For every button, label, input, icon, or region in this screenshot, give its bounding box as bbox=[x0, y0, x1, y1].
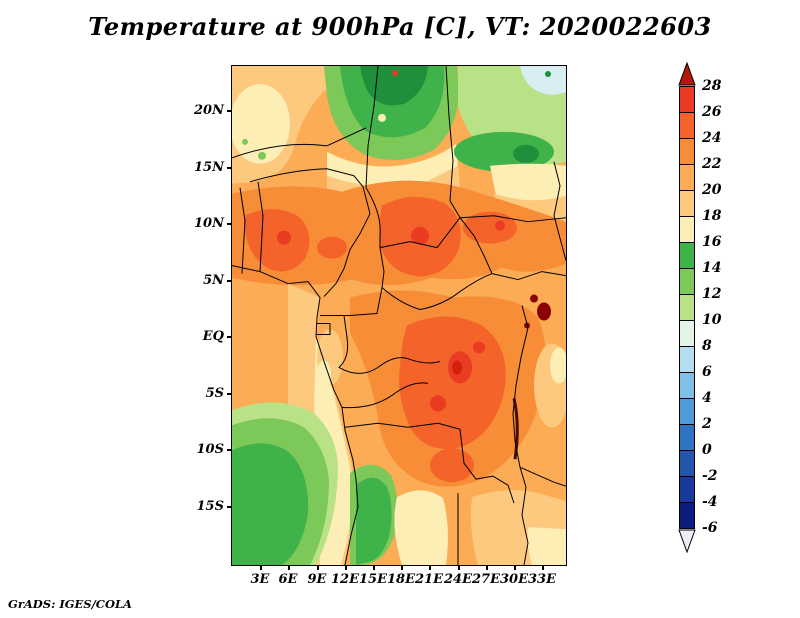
colorbar-segment bbox=[679, 216, 695, 243]
colorbar-segment bbox=[679, 502, 695, 529]
colorbar-tick-label: 16 bbox=[702, 234, 722, 250]
colorbar-tick-label: 6 bbox=[702, 364, 712, 380]
grads-credit: GrADS: IGES/COLA bbox=[8, 597, 132, 611]
colorbar-segment bbox=[679, 450, 695, 477]
colorbar-segment bbox=[679, 268, 695, 295]
lon-tick-label: 3E bbox=[244, 564, 276, 587]
map-plot-area bbox=[231, 65, 567, 566]
lon-tick-label: 18E bbox=[387, 564, 415, 587]
lon-tick-label: 27E bbox=[472, 564, 500, 587]
colorbar-segment bbox=[679, 424, 695, 451]
colorbar-tick-label: 10 bbox=[702, 312, 722, 328]
lat-tick-label: 15N bbox=[184, 160, 233, 175]
lat-tick-label: 5S bbox=[184, 386, 233, 401]
colorbar-tick-label: -2 bbox=[702, 468, 718, 484]
colorbar-segment bbox=[679, 476, 695, 503]
colorbar-segment bbox=[679, 112, 695, 139]
lon-tick-label: 21E bbox=[415, 564, 443, 587]
lon-tick-label: 33E bbox=[528, 564, 556, 587]
country-borders bbox=[232, 66, 566, 565]
lat-tick-label: 15S bbox=[184, 499, 233, 514]
colorbar-segment bbox=[679, 86, 695, 113]
colorbar-tick-label: 18 bbox=[702, 208, 722, 224]
figure-title: Temperature at 900hPa [C], VT: 202002260… bbox=[88, 12, 712, 41]
colorbar-tick-label: 14 bbox=[702, 260, 722, 276]
lake-markers bbox=[512, 294, 551, 460]
lon-tick-label: 9E bbox=[301, 564, 333, 587]
lon-tick-label: 12E bbox=[331, 564, 359, 587]
lat-tick-label: 5N bbox=[184, 273, 233, 288]
colorbar-tick-label: 12 bbox=[702, 286, 722, 302]
colorbar-segment bbox=[679, 346, 695, 373]
colorbar-segment bbox=[679, 164, 695, 191]
colorbar-tick-label: 20 bbox=[702, 182, 722, 198]
colorbar-segment bbox=[679, 190, 695, 217]
colorbar-segment bbox=[679, 242, 695, 269]
colorbar-tick-label: -4 bbox=[702, 494, 718, 510]
colorbar-tick-label: 2 bbox=[702, 416, 712, 432]
colorbar-segment bbox=[679, 320, 695, 347]
colorbar-tick-label: 8 bbox=[702, 338, 712, 354]
colorbar-segment bbox=[679, 398, 695, 425]
lat-tick-label: 20N bbox=[184, 103, 233, 118]
colorbar-tick-label: 0 bbox=[702, 442, 712, 458]
colorbar bbox=[678, 62, 696, 553]
lat-tick-label: EQ bbox=[184, 329, 233, 344]
temperature-shading bbox=[232, 66, 566, 565]
temperature-field-svg bbox=[232, 66, 566, 565]
colorbar-segment bbox=[679, 138, 695, 165]
colorbar-top-arrow-icon bbox=[678, 62, 696, 86]
colorbar-tick-label: 24 bbox=[702, 130, 722, 146]
colorbar-tick-label: 28 bbox=[702, 78, 722, 94]
lon-tick-label: 24E bbox=[444, 564, 472, 587]
lon-tick-label: 6E bbox=[272, 564, 304, 587]
colorbar-segment bbox=[679, 294, 695, 321]
colorbar-tick-label: 26 bbox=[702, 104, 722, 120]
lat-tick-label: 10S bbox=[184, 442, 233, 457]
lon-tick-label: 30E bbox=[500, 564, 528, 587]
lon-tick-label: 15E bbox=[359, 564, 387, 587]
colorbar-tick-label: -6 bbox=[702, 520, 718, 536]
lat-tick-label: 10N bbox=[184, 216, 233, 231]
colorbar-segment bbox=[679, 372, 695, 399]
colorbar-tick-label: 4 bbox=[702, 390, 712, 406]
colorbar-tick-label: 22 bbox=[702, 156, 722, 172]
colorbar-bottom-arrow-icon bbox=[678, 529, 696, 553]
